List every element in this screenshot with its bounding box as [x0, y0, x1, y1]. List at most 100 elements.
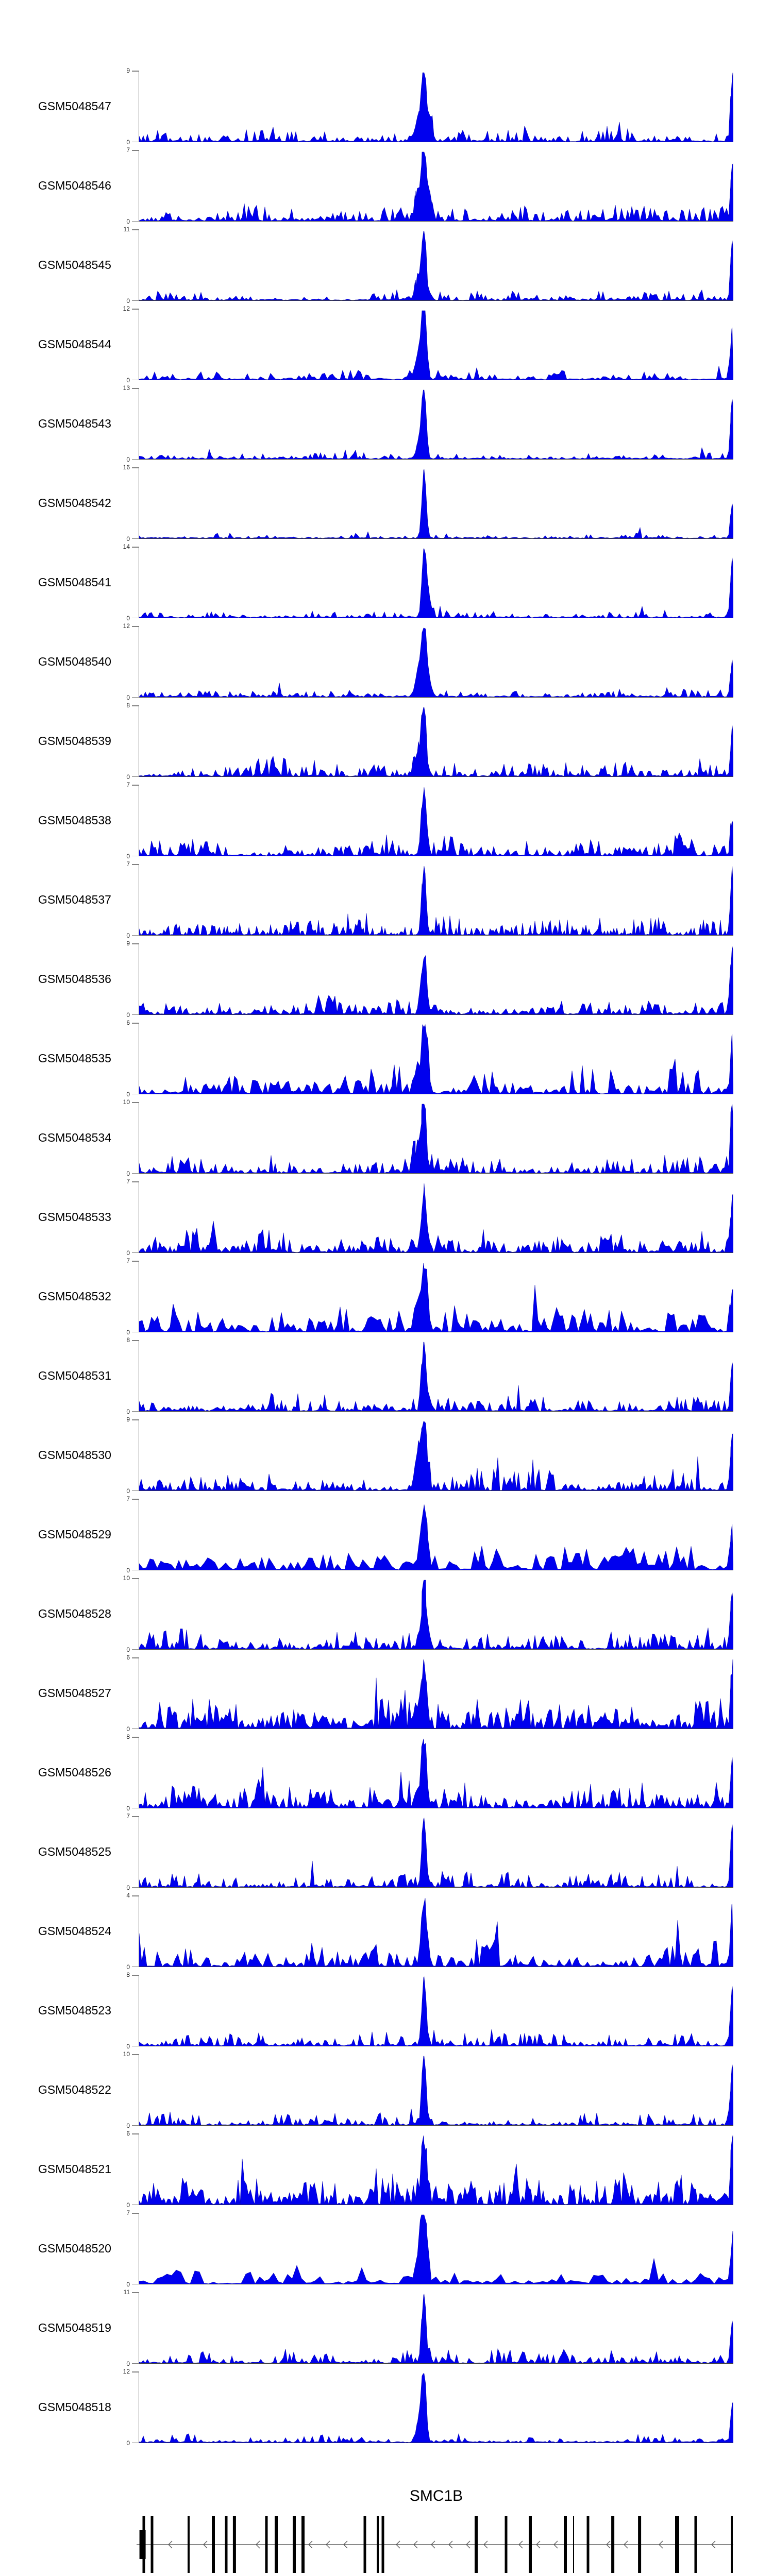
- coverage-area-path: [139, 1659, 733, 1729]
- y-axis-zero-label: 0: [126, 1884, 130, 1891]
- exon-bar: [564, 2516, 567, 2573]
- strand-arrow-left-icon: [413, 2540, 418, 2549]
- exon-bar: [150, 2516, 154, 2573]
- track-baseline: [139, 538, 733, 539]
- y-axis-top-tick: [132, 705, 139, 706]
- y-axis-zero-label: 0: [126, 2043, 130, 2050]
- y-axis-line: [138, 626, 139, 698]
- y-axis-zero-label: 0: [126, 297, 130, 304]
- y-axis-zero-tick: [132, 1331, 139, 1332]
- y-axis-line: [138, 71, 139, 142]
- y-axis-max-label: 7: [126, 2209, 130, 2216]
- coverage-area-path: [139, 72, 733, 142]
- y-axis-zero-label: 0: [126, 456, 130, 463]
- strand-arrow-left-icon: [483, 2540, 488, 2549]
- exon-bar: [677, 2516, 679, 2573]
- track-label: GSM5048519: [38, 2321, 111, 2334]
- y-axis-zero-tick: [132, 538, 139, 539]
- coverage-signal: [139, 1504, 733, 1570]
- coverage-signal: [139, 1659, 733, 1729]
- coverage-track-row: GSM5048527 6 0: [0, 1654, 773, 1737]
- coverage-track-row: GSM5048544 12 0: [0, 305, 773, 388]
- y-axis-top-tick: [132, 2292, 139, 2293]
- y-axis-max-label: 9: [126, 1416, 130, 1423]
- y-axis-top-tick: [132, 1102, 139, 1103]
- coverage-signal: [139, 1818, 733, 1888]
- coverage-signal: [139, 469, 733, 539]
- coverage-track-row: GSM5048526 8 0: [0, 1733, 773, 1816]
- coverage-track-row: GSM5048518 12 0: [0, 2368, 773, 2451]
- track-baseline: [139, 1411, 733, 1412]
- track-label: GSM5048545: [38, 258, 111, 272]
- coverage-area-path: [139, 1504, 733, 1570]
- y-axis-top-tick: [132, 71, 139, 72]
- y-axis-zero-tick: [132, 2125, 139, 2126]
- y-axis-top-tick: [132, 626, 139, 627]
- strand-arrow-left-icon: [553, 2540, 558, 2549]
- gene-model-svg: [137, 2516, 733, 2573]
- y-axis-zero-label: 0: [126, 2201, 130, 2209]
- exon-bar: [611, 2516, 615, 2573]
- y-axis-max-label: 7: [126, 1495, 130, 1502]
- y-axis-line: [138, 1499, 139, 1570]
- y-axis-top-tick: [132, 1578, 139, 1579]
- y-axis-zero-label: 0: [126, 218, 130, 225]
- strand-arrow-left-icon: [711, 2540, 716, 2549]
- coverage-area-path: [139, 866, 733, 936]
- y-axis-line: [138, 2213, 139, 2284]
- y-axis-line: [138, 229, 139, 301]
- coverage-signal: [139, 1104, 733, 1174]
- coverage-area-path: [139, 469, 733, 539]
- y-axis-top-tick: [132, 309, 139, 310]
- y-axis-zero-label: 0: [126, 615, 130, 622]
- coverage-signal: [139, 1421, 733, 1491]
- exon-bar: [694, 2516, 697, 2573]
- coverage-signal: [139, 866, 733, 936]
- coverage-track-row: GSM5048519 11 0: [0, 2289, 773, 2371]
- track-label: GSM5048531: [38, 1369, 111, 1382]
- track-label: GSM5048536: [38, 972, 111, 986]
- coverage-area-path: [139, 310, 733, 380]
- exon-bar: [275, 2516, 278, 2573]
- y-axis-top-tick: [132, 467, 139, 468]
- y-axis-zero-tick: [132, 300, 139, 301]
- coverage-track-row: GSM5048523 8 0: [0, 1971, 773, 2054]
- y-axis-line: [138, 1975, 139, 2046]
- y-axis-line: [138, 1102, 139, 1174]
- exon-bar: [232, 2516, 236, 2573]
- coverage-area-path: [139, 1818, 733, 1888]
- y-axis-top-tick: [132, 943, 139, 944]
- y-axis-zero-label: 0: [126, 1805, 130, 1812]
- coverage-signal: [139, 151, 733, 222]
- strand-arrow-left-icon: [256, 2540, 260, 2549]
- coverage-signal: [139, 2373, 733, 2443]
- y-axis-line: [138, 1419, 139, 1491]
- y-axis-zero-label: 0: [126, 932, 130, 939]
- y-axis-zero-label: 0: [126, 1170, 130, 1177]
- coverage-signal: [139, 2056, 733, 2126]
- y-axis-line: [138, 1657, 139, 1729]
- y-axis-max-label: 12: [123, 2368, 130, 2375]
- y-axis-max-label: 8: [126, 1336, 130, 1344]
- coverage-area-path: [139, 2135, 733, 2205]
- coverage-track-row: GSM5048521 6 0: [0, 2130, 773, 2213]
- coverage-track-row: GSM5048541 14 0: [0, 543, 773, 626]
- y-axis-zero-label: 0: [126, 1011, 130, 1019]
- track-label: GSM5048541: [38, 575, 111, 589]
- coverage-signal: [139, 231, 733, 301]
- coverage-track-row: GSM5048528 10 0: [0, 1574, 773, 1657]
- coverage-track-row: GSM5048542 16 0: [0, 464, 773, 547]
- track-baseline: [139, 1728, 733, 1729]
- coverage-area-path: [139, 1024, 733, 1094]
- coverage-area-path: [139, 1421, 733, 1491]
- y-axis-zero-label: 0: [126, 1567, 130, 1574]
- track-label: GSM5048518: [38, 2400, 111, 2414]
- y-axis-line: [138, 1737, 139, 1808]
- y-axis-line: [138, 2292, 139, 2364]
- y-axis-zero-label: 0: [126, 2360, 130, 2367]
- y-axis-line: [138, 2371, 139, 2443]
- track-label: GSM5048528: [38, 1607, 111, 1620]
- coverage-track-row: GSM5048524 4 0: [0, 1892, 773, 1975]
- coverage-area-path: [139, 787, 733, 856]
- y-axis-zero-tick: [132, 1014, 139, 1015]
